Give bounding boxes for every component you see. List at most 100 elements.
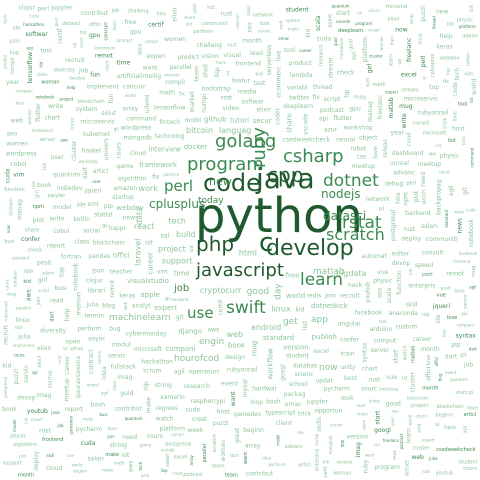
cloud-word: technolog: [155, 133, 185, 140]
cloud-word: api: [463, 426, 469, 434]
cloud-word: solut: [101, 110, 116, 117]
cloud-word: top: [58, 267, 65, 277]
cloud-word: idea: [101, 366, 108, 379]
cloud-word: xml: [417, 424, 423, 433]
cloud-word: remot: [446, 270, 465, 277]
cloud-word: podcast: [320, 107, 344, 114]
cloud-word: kid: [23, 279, 30, 285]
cloud-word: cloud: [407, 133, 413, 147]
cloud-word: guid: [333, 37, 338, 46]
cloud-word: challeng: [127, 9, 148, 15]
cloud-word: perl: [406, 180, 416, 186]
cloud-word: visual: [223, 52, 241, 59]
cloud-word: standard: [263, 334, 294, 342]
cloud-word: java: [50, 410, 60, 415]
cloud-word: microsoft: [423, 130, 446, 136]
cloud-word: rubyonrail: [227, 367, 258, 374]
cloud-word: seo: [377, 287, 384, 298]
cloud-word: server: [370, 347, 390, 354]
cloud-word: creat: [172, 471, 183, 476]
cloud-word: kid: [2, 362, 11, 369]
cloud-word: unity: [340, 364, 356, 371]
cloud-word: plot: [413, 190, 420, 202]
cloud-word: comput: [373, 337, 396, 344]
cloud-word: book: [228, 342, 246, 350]
cloud-word: julia: [140, 473, 150, 478]
cloud-word: nlp: [143, 381, 150, 390]
cloud-word: make: [82, 417, 94, 422]
cloud-word: excel: [401, 72, 417, 79]
cloud-word: aws: [128, 461, 135, 473]
cloud-word: opportun: [315, 407, 343, 414]
cloud-word: woman: [41, 80, 59, 86]
cloud-word: lisp: [214, 67, 221, 77]
cloud-word: julia: [17, 334, 31, 341]
cloud-word: help: [64, 308, 71, 321]
cloud-word: swift: [226, 298, 266, 318]
cloud-word: girl: [367, 63, 374, 73]
cloud-word: creat: [192, 416, 208, 423]
cloud-word: laravel: [134, 239, 143, 266]
cloud-word: notebook: [468, 219, 475, 248]
cloud-word: video: [357, 412, 368, 417]
cloud-word: agil: [351, 51, 357, 60]
cloud-word: perl: [164, 177, 193, 195]
cloud-word: girl: [38, 277, 48, 284]
cloud-word: microsoft: [134, 346, 163, 353]
cloud-word: blockchain: [437, 404, 464, 410]
cloud-word: cours: [147, 433, 163, 440]
cloud-word: numpi: [171, 432, 184, 437]
cloud-word: love: [467, 405, 477, 411]
cloud-word: react: [79, 37, 84, 48]
cloud-word: client: [105, 60, 110, 71]
cloud-word: seo: [7, 130, 18, 137]
cloud-word: concurr: [235, 13, 240, 28]
cloud-word: statist: [94, 212, 113, 219]
cloud-word: xml: [87, 201, 98, 208]
cloud-word: agil: [101, 390, 108, 395]
cloud-word: variabl: [287, 84, 308, 91]
cloud-word: code: [452, 82, 459, 97]
cloud-word: write: [401, 113, 408, 128]
cloud-word: string: [155, 382, 172, 389]
cloud-word: make: [288, 26, 300, 31]
cloud-word: start: [336, 10, 351, 17]
cloud-word: sql: [32, 370, 38, 375]
cloud-word: articl: [298, 462, 311, 468]
cloud-word: join: [106, 434, 115, 439]
cloud-word: articl: [464, 412, 477, 418]
cloud-word: meetup: [352, 163, 375, 170]
cloud-word: rust: [31, 181, 36, 189]
cloud-word: girl: [35, 190, 41, 198]
cloud-word: tutori: [230, 116, 249, 124]
cloud-word: ux: [188, 244, 195, 252]
cloud-word: salari: [421, 223, 438, 230]
cloud-word: neural: [336, 136, 355, 143]
cloud-word: tech: [168, 216, 186, 225]
cloud-word: perform: [78, 326, 102, 333]
cloud-word: tool: [379, 319, 387, 324]
cloud-word: chart: [44, 114, 60, 121]
cloud-word: web: [411, 454, 424, 461]
cloud-word: postgresql: [390, 209, 397, 241]
cloud-word: webdev: [116, 204, 143, 212]
cloud-word: git: [176, 314, 184, 321]
cloud-word: linux: [271, 305, 291, 314]
cloud-word: syntax: [456, 332, 477, 339]
cloud-word: clojur: [86, 277, 103, 284]
cloud-word: elixir: [387, 17, 400, 23]
cloud-word: deploy: [401, 236, 422, 243]
cloud-word: elixir: [172, 6, 179, 21]
cloud-word: opensourc: [189, 368, 220, 375]
cloud-word: swift: [279, 20, 284, 30]
cloud-word: love: [426, 355, 432, 365]
cloud-word: perl: [420, 55, 427, 67]
cloud-word: women: [6, 140, 28, 147]
cloud-word: speed: [415, 262, 433, 269]
cloud-word: contract: [88, 349, 95, 375]
cloud-word: mobil: [276, 435, 281, 446]
cloud-word: quantum: [450, 377, 468, 382]
cloud-word: memori: [76, 292, 83, 316]
cloud-word: pip: [104, 203, 113, 210]
cloud-word: mysql: [242, 379, 249, 397]
